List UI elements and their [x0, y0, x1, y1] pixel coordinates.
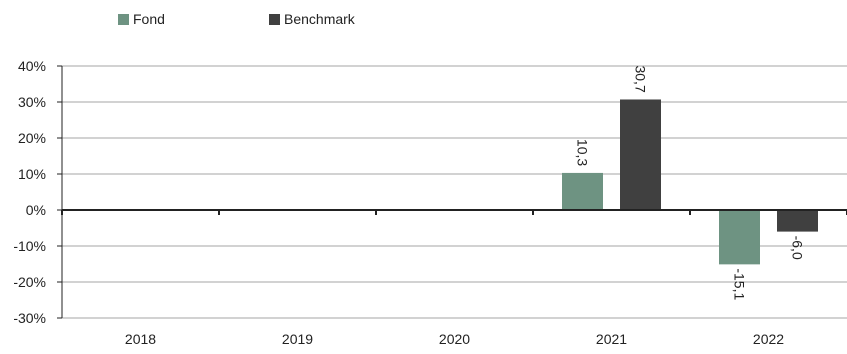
y-tick-label: 40%: [18, 58, 46, 74]
x-tick-label: 2020: [439, 331, 470, 347]
x-tick-label: 2021: [596, 331, 627, 347]
legend-label: Fond: [133, 11, 165, 27]
y-tick-label: -20%: [13, 274, 46, 290]
legend-label: Benchmark: [284, 11, 356, 27]
y-tick-label: -30%: [13, 310, 46, 326]
data-label: -15,1: [732, 268, 748, 300]
x-tick-label: 2022: [753, 331, 784, 347]
legend-swatch: [269, 14, 280, 25]
legend: Fond Benchmark: [118, 11, 356, 27]
bar: [562, 172, 603, 210]
x-axis-ticks: 2018 2019 2020 2021 2022: [61, 210, 847, 347]
x-tick-label: 2019: [282, 331, 313, 347]
y-axis-ticks: 40% 30% 20% 10% 0% -10% -20% -30%: [13, 58, 62, 326]
x-tick-label: 2018: [125, 331, 156, 347]
y-tick-label: -10%: [13, 238, 46, 254]
bar: [777, 210, 818, 232]
bars: [562, 99, 818, 265]
axes: [61, 66, 847, 318]
y-tick-label: 10%: [18, 166, 46, 182]
data-labels: 10,3 30,7 -15,1 -6,0: [575, 65, 806, 300]
bar: [719, 210, 760, 265]
y-tick-label: 30%: [18, 94, 46, 110]
y-tick-label: 20%: [18, 130, 46, 146]
grid-lines: [62, 65, 847, 319]
legend-swatch: [118, 14, 129, 25]
y-tick-label: 0%: [26, 202, 46, 218]
bar: [620, 99, 661, 210]
data-label: 10,3: [575, 139, 591, 166]
data-label: 30,7: [633, 65, 649, 92]
data-label: -6,0: [790, 236, 806, 260]
